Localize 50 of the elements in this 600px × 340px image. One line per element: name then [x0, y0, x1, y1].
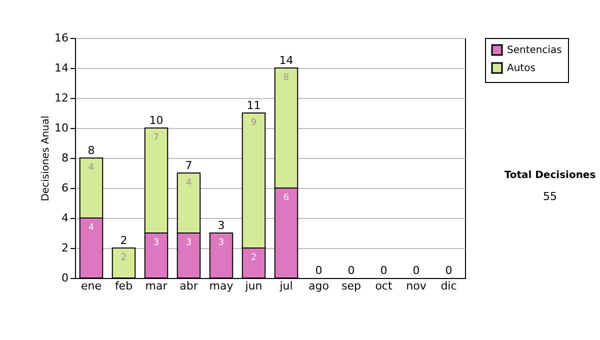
y-tick-label: 8 [62, 152, 68, 164]
x-tick-label: abr [180, 280, 198, 292]
data-label: 3 [186, 238, 192, 248]
x-tick-label: sep [342, 280, 362, 292]
total-label: 3 [218, 219, 225, 232]
y-tick-label: 4 [62, 212, 68, 224]
data-label: 4 [88, 223, 94, 233]
total-label: 14 [279, 54, 294, 67]
legend-label: Autos [507, 63, 536, 74]
y-tick-label: 12 [54, 92, 68, 104]
data-label: 4 [186, 178, 192, 188]
x-tick-label: nov [406, 280, 427, 292]
total-label: 2 [120, 234, 128, 247]
data-label: 2 [120, 253, 127, 263]
y-tick-label: 16 [54, 32, 68, 44]
total-label: 8 [88, 144, 95, 157]
data-label: 7 [153, 133, 160, 143]
data-label: 2 [250, 253, 257, 263]
x-tick-label: feb [114, 280, 133, 292]
y-tick-label: 6 [62, 182, 68, 194]
total-label: 0 [348, 264, 355, 277]
data-label: 9 [250, 118, 257, 128]
x-tick-label: ene [80, 280, 102, 292]
x-tick-label: dic [440, 280, 457, 292]
total-label: 0 [380, 264, 388, 277]
data-label: 4 [88, 163, 94, 173]
data-label: 8 [283, 73, 290, 83]
total-label: 10 [149, 114, 164, 127]
text: Total Decisiones [503, 170, 597, 181]
data-label: 3 [153, 238, 160, 248]
data-label: 3 [218, 238, 224, 248]
x-tick-label: mar [145, 280, 168, 292]
text: 55 [542, 190, 558, 203]
x-tick-label: jun [244, 280, 262, 292]
total-label: 0 [445, 264, 452, 277]
x-tick-label: may [209, 280, 234, 292]
y-axis-title: Decisiones Anual [40, 116, 52, 202]
data-label: 6 [283, 193, 290, 203]
total-label: 7 [185, 159, 192, 172]
y-tick-label: 14 [54, 62, 68, 74]
total-label: 0 [315, 264, 322, 277]
x-tick-label: ago [308, 280, 330, 292]
y-tick-label: 2 [62, 242, 68, 254]
total-label: 0 [412, 264, 420, 277]
y-tick-label: 10 [54, 122, 68, 134]
total-label: 11 [246, 99, 261, 112]
y-tick-label: 0 [62, 272, 68, 284]
x-tick-label: jul [278, 280, 293, 292]
legend-label: Sentencias [507, 45, 562, 56]
x-tick-label: oct [375, 280, 393, 292]
